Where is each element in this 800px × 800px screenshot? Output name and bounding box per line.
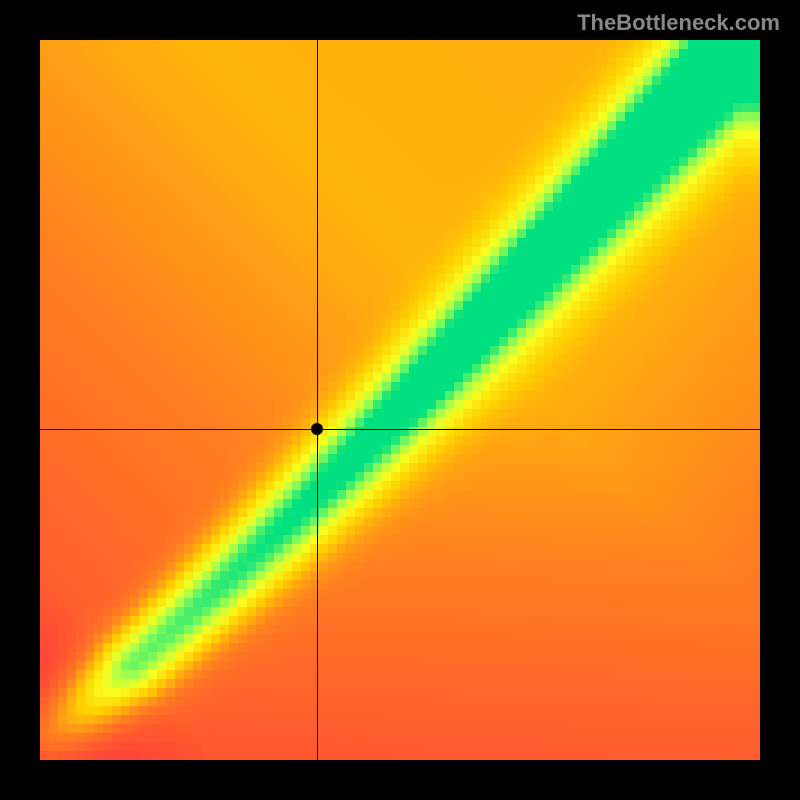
- bottleneck-heatmap-chart: [40, 40, 760, 760]
- crosshair-vertical: [317, 40, 318, 760]
- crosshair-horizontal: [40, 429, 760, 430]
- data-point-marker: [311, 423, 323, 435]
- heatmap-canvas: [40, 40, 760, 760]
- watermark-text: TheBottleneck.com: [577, 10, 780, 36]
